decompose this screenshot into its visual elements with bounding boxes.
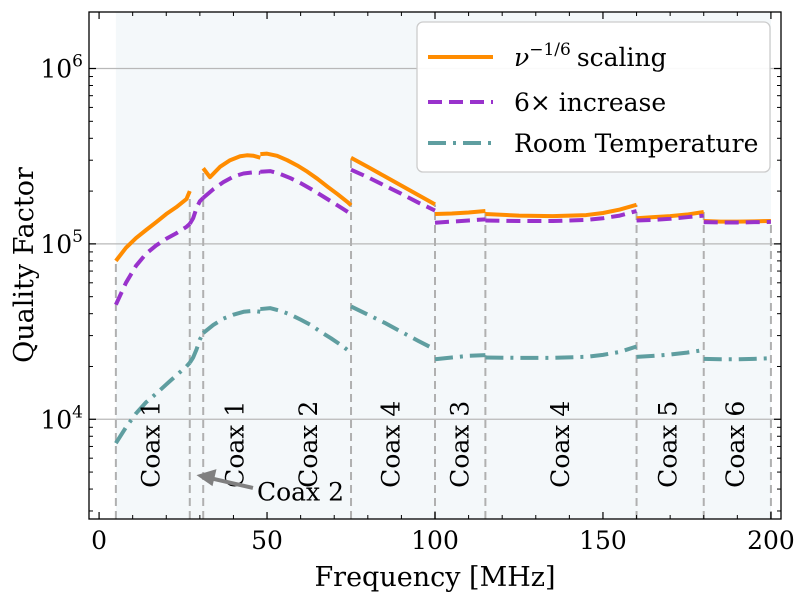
series-0-segment-2 <box>260 151 353 207</box>
series-1-segment-2 <box>201 170 261 200</box>
x-tick-label-3: 150 <box>579 526 627 555</box>
legend-label-1: 6× increase <box>514 88 666 117</box>
region-boundaries <box>114 157 772 519</box>
legend-box <box>416 21 771 173</box>
y-tick-label-2: 106 <box>40 52 83 84</box>
series-0-segment-4 <box>434 209 486 217</box>
series-1-segment-5 <box>434 217 486 225</box>
series-2-segment-7 <box>636 348 705 359</box>
legend-label-2: Room Temperature <box>514 129 758 158</box>
series-2-segment-1 <box>188 332 205 364</box>
series-0-segment-3 <box>350 155 436 207</box>
region-label-1: Coax 1 <box>220 401 249 488</box>
series-0-segment-5 <box>485 202 638 219</box>
region-label-6: Coax 5 <box>654 401 683 488</box>
region-label-4: Coax 3 <box>445 401 474 488</box>
series-1-segment-1 <box>188 196 205 225</box>
series-1-segment-3 <box>260 169 353 216</box>
series-1-segment-4 <box>350 167 436 213</box>
annotation-text: Coax 2 <box>257 477 344 506</box>
region-label-0: Coax 1 <box>136 401 165 488</box>
series-0-segment-0 <box>114 190 192 263</box>
x-axis-label: Frequency [MHz] <box>314 562 555 593</box>
legend-label-0: ν−1/6 scaling <box>514 40 667 72</box>
region-label-3: Coax 4 <box>377 401 406 488</box>
annotation-arrow-head <box>196 469 217 487</box>
axis-ticks: 0 50 100 150 200 104 105 106 <box>40 12 795 555</box>
annotation: Coax 2 <box>196 469 344 506</box>
x-tick-label-1: 50 <box>251 526 283 555</box>
series-2-segment-4 <box>350 304 436 352</box>
region-labels: Coax 1 Coax 1 Coax 2 Coax 4 Coax 3 Coax 4 Coax… <box>136 401 750 488</box>
x-tick-label-2: 100 <box>411 526 459 555</box>
series-0-segment-6 <box>636 210 705 221</box>
series-2-segment-3 <box>260 306 353 355</box>
annotation-arrow-shaft <box>210 476 254 490</box>
series-1-segment-6 <box>485 209 638 224</box>
series-2-segment-5 <box>434 353 486 362</box>
x-tick-label-0: 0 <box>91 526 107 555</box>
y-axis-label: Quality Factor <box>9 167 40 363</box>
region-label-2: Coax 2 <box>294 401 323 488</box>
series-2-segment-8 <box>703 356 772 362</box>
series-0-segment-1 <box>201 153 261 180</box>
series-1-segment-7 <box>636 213 704 223</box>
y-tick-label-1: 105 <box>40 227 83 259</box>
data-series <box>114 151 772 445</box>
region-label-7: Coax 6 <box>721 401 750 488</box>
series-1-segment-8 <box>703 219 771 225</box>
legend: ν−1/6 scaling 6× increase Room Temperature <box>416 21 771 173</box>
series-2-segment-2 <box>201 308 261 335</box>
series-1-segment-0 <box>114 222 192 306</box>
x-tick-label-4: 200 <box>747 526 795 555</box>
y-tick-label-0: 104 <box>40 402 83 434</box>
region-label-5: Coax 4 <box>546 401 575 488</box>
